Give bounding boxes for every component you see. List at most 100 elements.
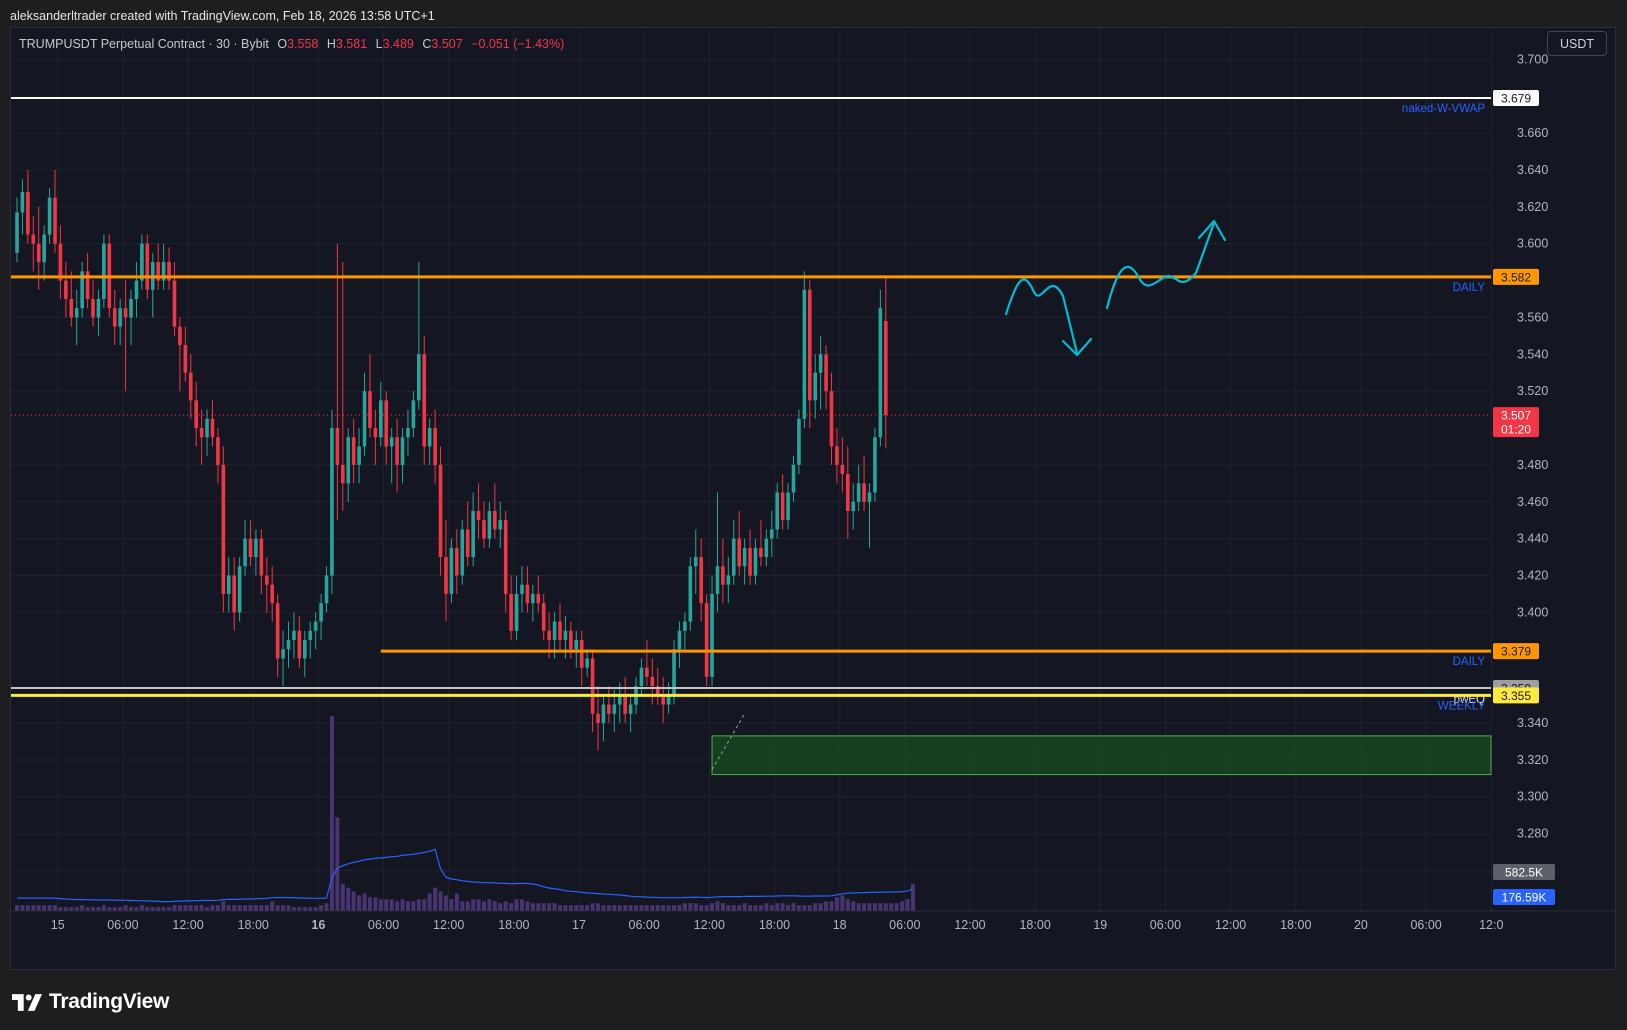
candle-body [335, 428, 340, 465]
candle-body [802, 289, 807, 419]
volume-bar [150, 907, 155, 911]
volume-bar [172, 905, 177, 911]
volume-bar [123, 905, 128, 911]
volume-bar [748, 905, 753, 911]
candle-body [845, 474, 850, 511]
level-name-text: DAILY [1453, 656, 1486, 668]
candle-body [824, 354, 828, 392]
volume-bar [563, 905, 568, 911]
volume-bar [188, 905, 193, 911]
price-tick-label: 3.300 [1517, 790, 1548, 804]
candle-body [617, 695, 622, 705]
candle-body [878, 308, 883, 438]
volume-bar [177, 905, 182, 911]
candle-body [818, 354, 823, 373]
volume-bar [199, 905, 204, 911]
volume-bar [623, 905, 628, 911]
candle-body [807, 289, 812, 401]
volume-bar [552, 903, 557, 911]
volume-bar [433, 887, 438, 911]
volume-bar [335, 817, 340, 911]
volume-bar [905, 899, 910, 911]
candle-body [373, 428, 378, 438]
volume-bar [118, 907, 123, 911]
candle-body [134, 280, 139, 299]
chart-panel[interactable]: 3.679 naked-W-VWAP 3.582 DAILY 3.379 DAILY 3.3… [10, 27, 1616, 970]
candle-body [36, 243, 41, 263]
volume-bar [313, 907, 318, 911]
low-value: 3.489 [382, 37, 414, 51]
volume-bar [405, 901, 410, 911]
price-axis[interactable]: 3.700 3.660 3.640 3.620 3.600 3.560 3.540 3.520… [1493, 52, 1555, 905]
volume-bar [129, 907, 134, 911]
candle-body [145, 243, 150, 290]
volume-bar [351, 891, 356, 911]
candle-body [140, 243, 144, 281]
time-tick-label: 06:00 [1410, 918, 1441, 932]
currency-button[interactable]: USDT [1547, 31, 1607, 56]
candle-body [748, 547, 752, 576]
volume-bar [737, 905, 742, 911]
candle-body [275, 603, 280, 659]
volume-bar [568, 905, 573, 911]
volume-bar [194, 905, 199, 911]
time-axis[interactable]: 15 06:00 12:00 18:00 16 06:00 12:00 18:00 17 06:0… [11, 910, 1616, 932]
volume-bar [634, 905, 639, 911]
candle-body [639, 667, 644, 687]
volume-ma-line [17, 848, 914, 903]
volume-bar [384, 899, 389, 911]
volume-bar [693, 903, 698, 911]
volume-bar [308, 907, 313, 911]
level-price-text: 3.355 [1501, 689, 1531, 703]
candle-body [829, 391, 834, 447]
symbol-title[interactable]: TRUMPUSDT Perpetual Contract · 30 · Bybi… [19, 37, 269, 51]
volume-bar [862, 903, 867, 911]
candle-body [210, 418, 215, 438]
volume-bar [682, 903, 687, 911]
candle-body [471, 510, 475, 558]
candle-body [26, 192, 30, 235]
volume-bar [519, 899, 524, 911]
high-value: 3.581 [335, 37, 368, 51]
volume-bar [161, 907, 166, 911]
candle-body [232, 575, 236, 613]
candlestick-chart[interactable]: 3.679 naked-W-VWAP 3.582 DAILY 3.379 DAILY 3.3… [11, 28, 1616, 970]
time-tick-label: 06:00 [107, 918, 138, 932]
volume-bar [460, 901, 465, 911]
volume-bar [547, 903, 552, 911]
candle-body [851, 501, 856, 511]
volume-bar [525, 901, 530, 911]
volume-bar [74, 907, 79, 911]
volume-bar [465, 901, 470, 911]
candle-body [395, 437, 399, 465]
volume-bar [389, 899, 394, 911]
candle-body [248, 538, 253, 558]
volume-bar [291, 907, 296, 911]
candle-body [308, 630, 313, 641]
candle-body [569, 630, 573, 650]
time-tick-label: 18:00 [759, 918, 790, 932]
volume-bar [476, 899, 481, 911]
open-value: 3.558 [287, 37, 319, 51]
volume-bar [710, 903, 715, 911]
candle-body [362, 391, 367, 447]
candle-body [835, 446, 839, 465]
time-tick-label: 15 [51, 918, 65, 932]
volume-bar [514, 899, 519, 911]
candle-body [585, 658, 589, 668]
candle-body [493, 510, 497, 530]
volume-bar [438, 891, 443, 911]
candle-body [574, 640, 579, 650]
volume-bar [829, 901, 834, 911]
candle-body [357, 446, 361, 465]
volume-bar [900, 901, 905, 911]
volume-bar [101, 905, 106, 911]
candle-body [112, 308, 117, 327]
time-tick-label: 17 [572, 918, 586, 932]
symbol-legend: TRUMPUSDT Perpetual Contract · 30 · Bybi… [19, 37, 564, 51]
volume-bar [541, 903, 546, 911]
volume-bar [443, 895, 448, 911]
volume-bar [807, 905, 812, 911]
candle-body [666, 695, 671, 705]
time-tick-label: 12:00 [954, 918, 985, 932]
